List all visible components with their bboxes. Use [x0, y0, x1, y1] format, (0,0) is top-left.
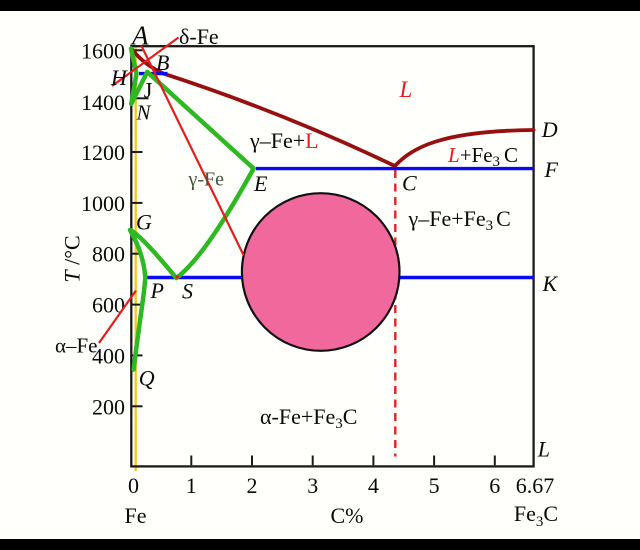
- svg-text:4: 4: [368, 473, 379, 498]
- svg-text:P: P: [150, 278, 164, 303]
- svg-text:1600: 1600: [81, 38, 125, 63]
- svg-text:γ–Fe+Fe3C: γ–Fe+Fe3 C: [408, 206, 511, 234]
- svg-text:γ-Fe: γ-Fe: [188, 168, 225, 190]
- svg-text:L+Fe3C: L+Fe3 C: [447, 143, 518, 170]
- svg-text:δ-Fe: δ-Fe: [179, 24, 219, 49]
- svg-text:α–Fe: α–Fe: [55, 334, 98, 358]
- svg-text:L: L: [537, 437, 550, 462]
- svg-text:A: A: [130, 21, 149, 51]
- svg-text:0: 0: [128, 473, 139, 498]
- svg-text:3: 3: [307, 473, 318, 498]
- svg-text:800: 800: [92, 242, 125, 267]
- svg-text:C: C: [402, 171, 417, 196]
- svg-text:L: L: [399, 77, 413, 102]
- svg-text:J: J: [144, 78, 153, 103]
- svg-text:Q: Q: [139, 366, 155, 391]
- svg-text:F: F: [544, 157, 559, 182]
- svg-text:T /°C: T /°C: [60, 235, 85, 282]
- svg-text:5: 5: [429, 473, 440, 498]
- svg-text:B: B: [156, 50, 169, 75]
- svg-text:6.67: 6.67: [516, 473, 555, 498]
- svg-text:1400: 1400: [81, 90, 125, 115]
- svg-text:α-Fe+Fe3C: α-Fe+Fe3C: [260, 404, 357, 432]
- svg-text:2: 2: [247, 473, 258, 498]
- svg-text:S: S: [182, 279, 193, 304]
- svg-text:200: 200: [92, 394, 125, 419]
- svg-text:N: N: [136, 101, 152, 125]
- svg-text:1000: 1000: [81, 191, 125, 216]
- svg-text:K: K: [542, 271, 559, 296]
- svg-text:G: G: [136, 210, 152, 235]
- svg-text:γ–Fe+L: γ–Fe+L: [249, 128, 319, 153]
- svg-text:D: D: [541, 117, 558, 142]
- svg-text:1200: 1200: [81, 140, 125, 165]
- svg-text:1: 1: [186, 473, 197, 498]
- svg-text:Fe: Fe: [125, 503, 147, 528]
- svg-text:H: H: [110, 65, 128, 90]
- svg-text:400: 400: [92, 343, 125, 368]
- svg-text:E: E: [253, 171, 268, 196]
- svg-text:C%: C%: [331, 503, 364, 528]
- svg-text:6: 6: [489, 473, 500, 498]
